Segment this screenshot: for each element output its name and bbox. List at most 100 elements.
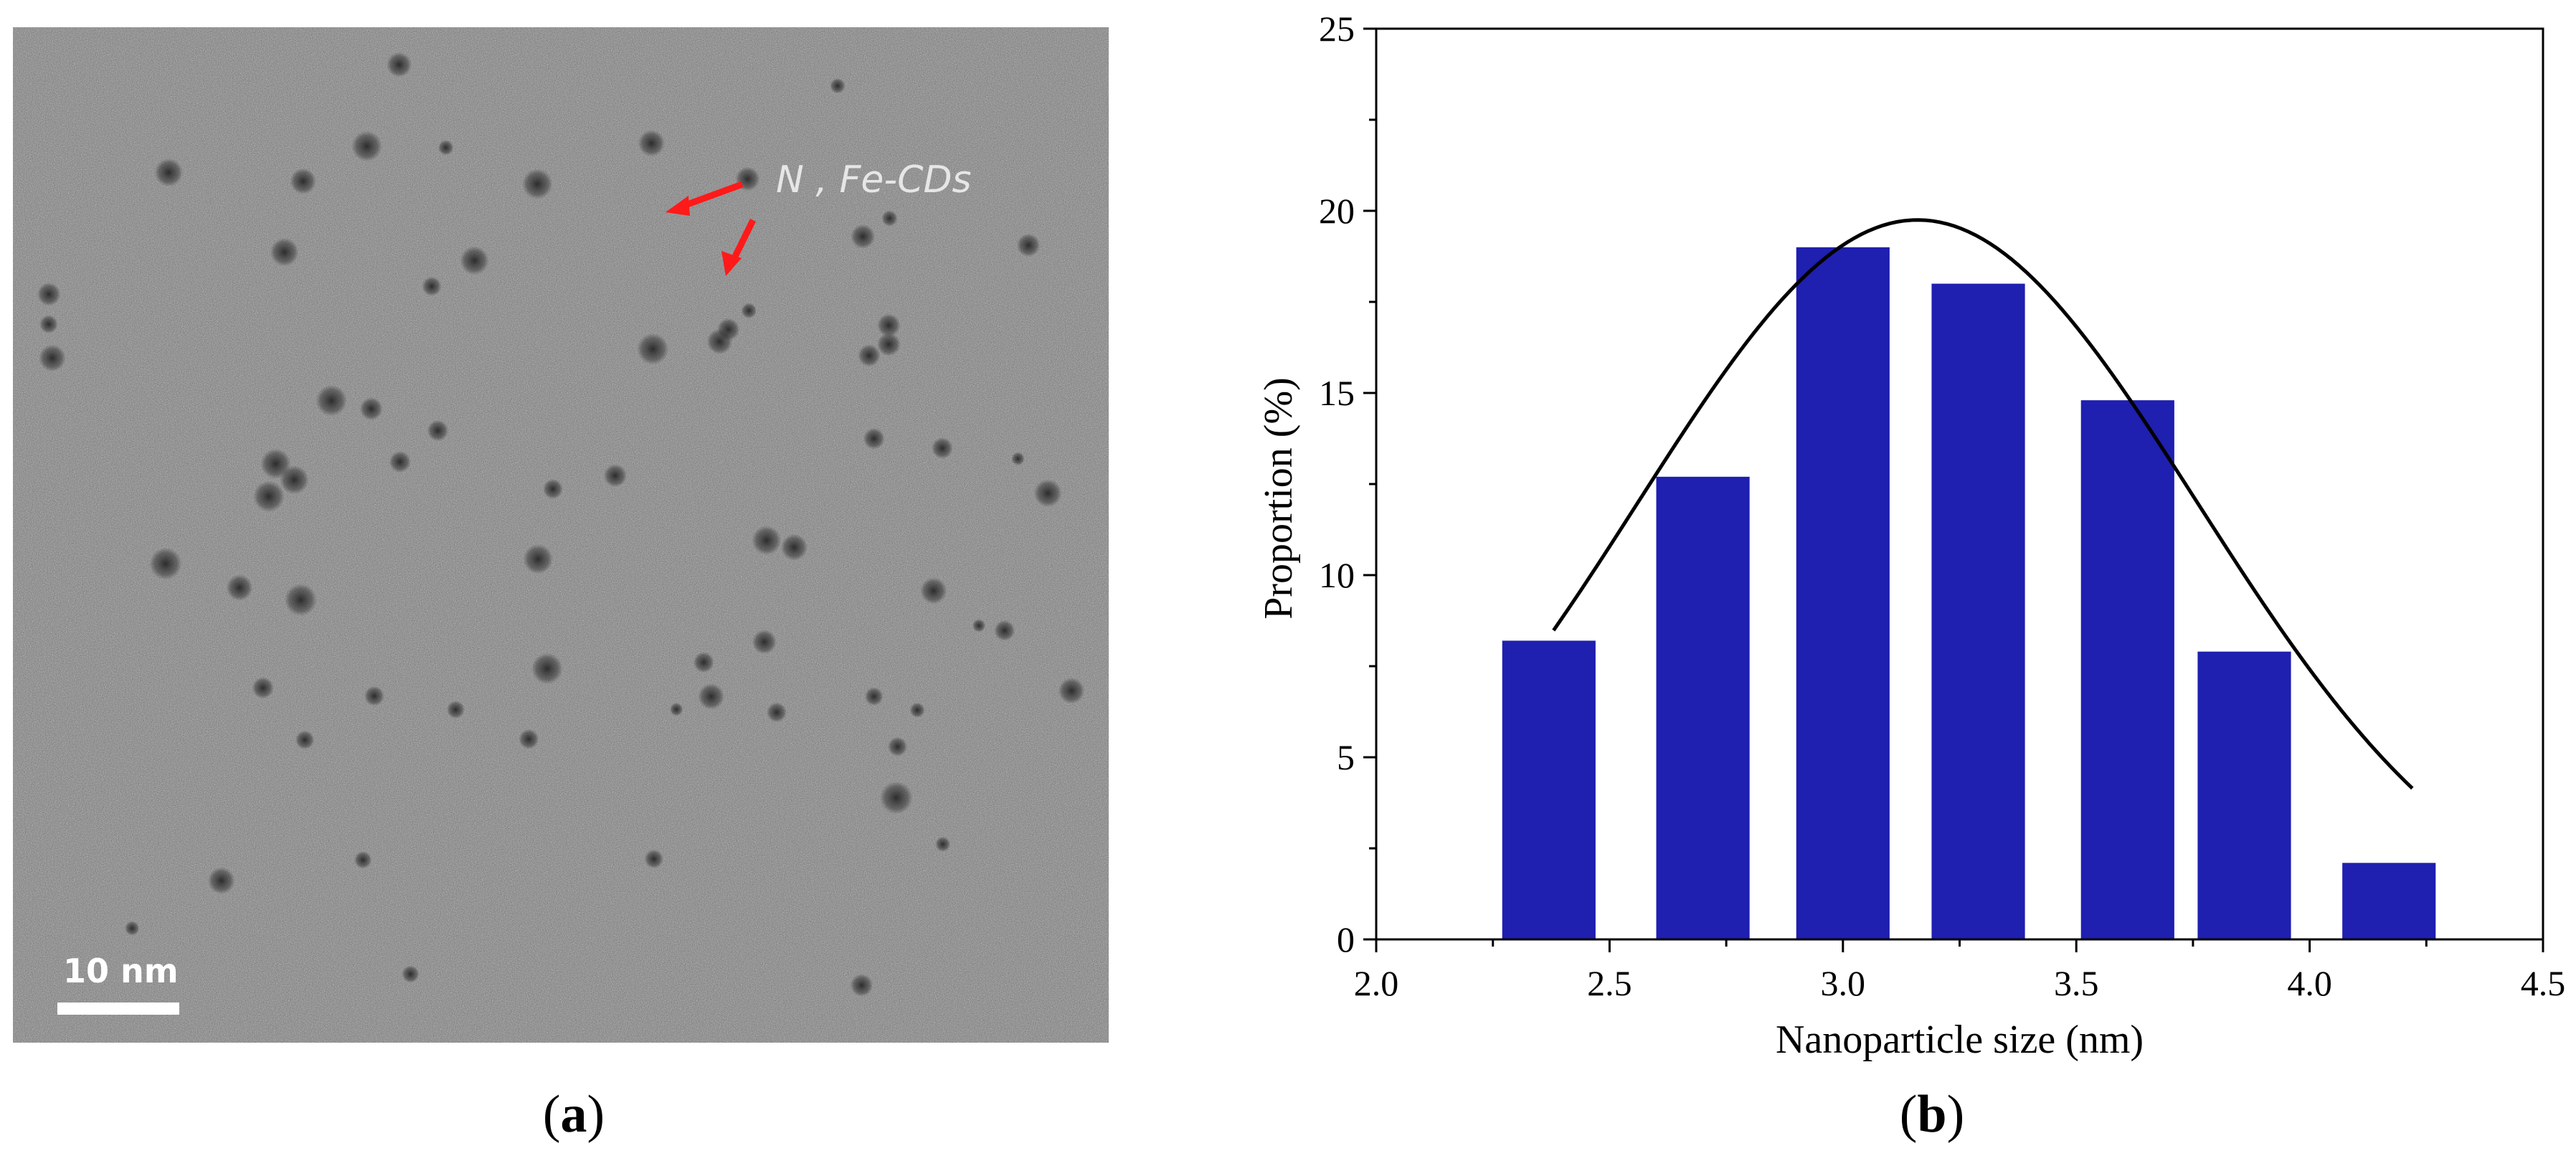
nanoparticle-dot xyxy=(316,384,348,417)
y-tick-label: 15 xyxy=(1319,373,1355,413)
x-tick-label: 4.5 xyxy=(2521,963,2566,1003)
scalebar-label: 10 nm xyxy=(63,952,179,990)
tem-image-noise xyxy=(13,27,1109,1043)
nanoparticle-dot xyxy=(427,420,449,442)
nanoparticle-dot xyxy=(290,168,317,195)
nanoparticle-dot xyxy=(523,544,554,574)
nanoparticle-dot xyxy=(858,344,881,367)
nanoparticle-dot xyxy=(741,303,757,319)
nanoparticle-dot xyxy=(531,653,563,685)
y-axis-label: Proportion (%) xyxy=(1256,377,1301,620)
gaussian-fit-curve xyxy=(1552,218,2414,790)
nanoparticle-dot xyxy=(207,867,235,894)
nanoparticle-dot xyxy=(295,730,315,750)
histogram-bar-4 xyxy=(1931,283,2025,940)
nanoparticle-dot xyxy=(863,427,885,450)
annotation-arrows xyxy=(666,181,757,276)
scalebar xyxy=(57,1003,179,1015)
nanoparticle-dot xyxy=(887,736,908,757)
nanoparticle-dot xyxy=(460,246,489,275)
panel-a-label: (a) xyxy=(543,1085,605,1144)
histogram-bar-1 xyxy=(1502,640,1596,939)
panel-a: N , Fe-CDs 10 nm (a) xyxy=(0,0,1147,1162)
nanoparticle-dot xyxy=(402,965,420,983)
panel-a-label-letter: a xyxy=(561,1085,587,1144)
nanoparticle-dot xyxy=(669,702,683,716)
nanoparticle-dot xyxy=(37,283,61,306)
nanoparticle-dot xyxy=(387,52,412,77)
nanoparticle-dot xyxy=(39,315,58,333)
nanoparticle-dot xyxy=(359,397,383,421)
nanoparticle-dot xyxy=(149,547,182,580)
nanoparticle-dot xyxy=(270,237,299,267)
nanoparticle-dot xyxy=(752,526,782,556)
y-tick-label: 20 xyxy=(1319,191,1355,231)
nanoparticle-dots xyxy=(37,52,1085,997)
histogram-bar-6 xyxy=(2197,651,2291,939)
nanoparticle-dot xyxy=(603,464,628,488)
panel-b: 2.0 2.5 3.0 3.5 4.0 4.5 0 5 10 15 20 25 Nanopartic… xyxy=(1147,0,2576,1162)
histogram-bar-3 xyxy=(1796,247,1890,939)
nanoparticle-dot xyxy=(716,318,740,341)
nanoparticle-dot xyxy=(280,465,309,495)
nanoparticle-dot xyxy=(1011,452,1025,465)
nanoparticle-dot xyxy=(389,450,411,473)
nanoparticle-dot xyxy=(920,577,947,605)
y-tick-label: 5 xyxy=(1337,737,1355,777)
nanoparticle-dot xyxy=(284,583,317,617)
nanoparticle-dot xyxy=(994,620,1015,641)
nanoparticle-dot xyxy=(364,686,384,706)
x-tick-label: 2.0 xyxy=(1354,963,1399,1003)
nanoparticle-dot xyxy=(931,437,953,459)
nanoparticle-dot xyxy=(644,849,664,869)
x-tick-label: 3.5 xyxy=(2054,963,2099,1003)
nanoparticle-dot xyxy=(521,169,553,199)
nanoparticle-dot xyxy=(752,630,777,655)
nanoparticle-dot xyxy=(226,574,253,601)
x-tick-label: 4.0 xyxy=(2287,963,2332,1003)
y-axis-ticks: 0 5 10 15 20 25 xyxy=(1319,9,1376,959)
annotation-label: N , Fe-CDs xyxy=(776,158,972,202)
nanoparticle-dot xyxy=(39,344,66,372)
nanoparticle-dot xyxy=(909,702,925,718)
nanoparticle-dot xyxy=(253,480,285,513)
histogram-bars xyxy=(1502,247,2436,940)
nanoparticle-dot xyxy=(850,974,873,997)
nanoparticle-dot xyxy=(437,140,454,156)
x-axis-label: Nanoparticle size (nm) xyxy=(1776,1018,2144,1062)
x-tick-label: 3.0 xyxy=(1821,963,1866,1003)
nanoparticle-dot xyxy=(354,850,372,869)
arrow-1-head xyxy=(666,196,690,216)
nanoparticle-dot xyxy=(877,313,901,337)
arrow-2-head xyxy=(721,251,742,276)
nanoparticle-dot xyxy=(154,158,184,187)
nanoparticle-dot xyxy=(693,652,714,673)
nanoparticle-dot xyxy=(446,701,465,719)
nanoparticle-dot xyxy=(1058,677,1085,704)
histogram-chart: 2.0 2.5 3.0 3.5 4.0 4.5 0 5 10 15 20 25 Nanopartic… xyxy=(1256,9,2566,1144)
nanoparticle-dot xyxy=(542,478,564,500)
histogram-bar-7 xyxy=(2342,863,2436,939)
x-tick-label: 2.5 xyxy=(1587,963,1632,1003)
nanoparticle-dot xyxy=(972,619,986,632)
nanoparticle-dot xyxy=(252,677,274,699)
nanoparticle-dot xyxy=(830,77,846,94)
nanoparticle-dot xyxy=(876,332,901,356)
nanoparticle-dot xyxy=(1016,233,1041,257)
nanoparticle-dot xyxy=(879,781,913,815)
panel-b-label-letter: b xyxy=(1917,1085,1946,1144)
y-tick-label: 25 xyxy=(1319,9,1355,49)
nanoparticle-dot xyxy=(698,683,725,710)
nanoparticle-dot xyxy=(637,333,669,365)
nanoparticle-dot xyxy=(422,276,442,296)
nanoparticle-dot xyxy=(1033,479,1062,508)
panel-b-label: (b) xyxy=(1900,1085,1964,1144)
y-tick-label: 0 xyxy=(1337,919,1355,959)
nanoparticle-dot xyxy=(518,729,539,749)
nanoparticle-dot xyxy=(351,131,382,162)
histogram-bar-2 xyxy=(1656,476,1750,939)
y-tick-label: 10 xyxy=(1319,555,1355,595)
nanoparticle-dot xyxy=(767,702,787,723)
nanoparticle-dot xyxy=(638,130,666,157)
nanoparticle-dot xyxy=(125,921,140,936)
